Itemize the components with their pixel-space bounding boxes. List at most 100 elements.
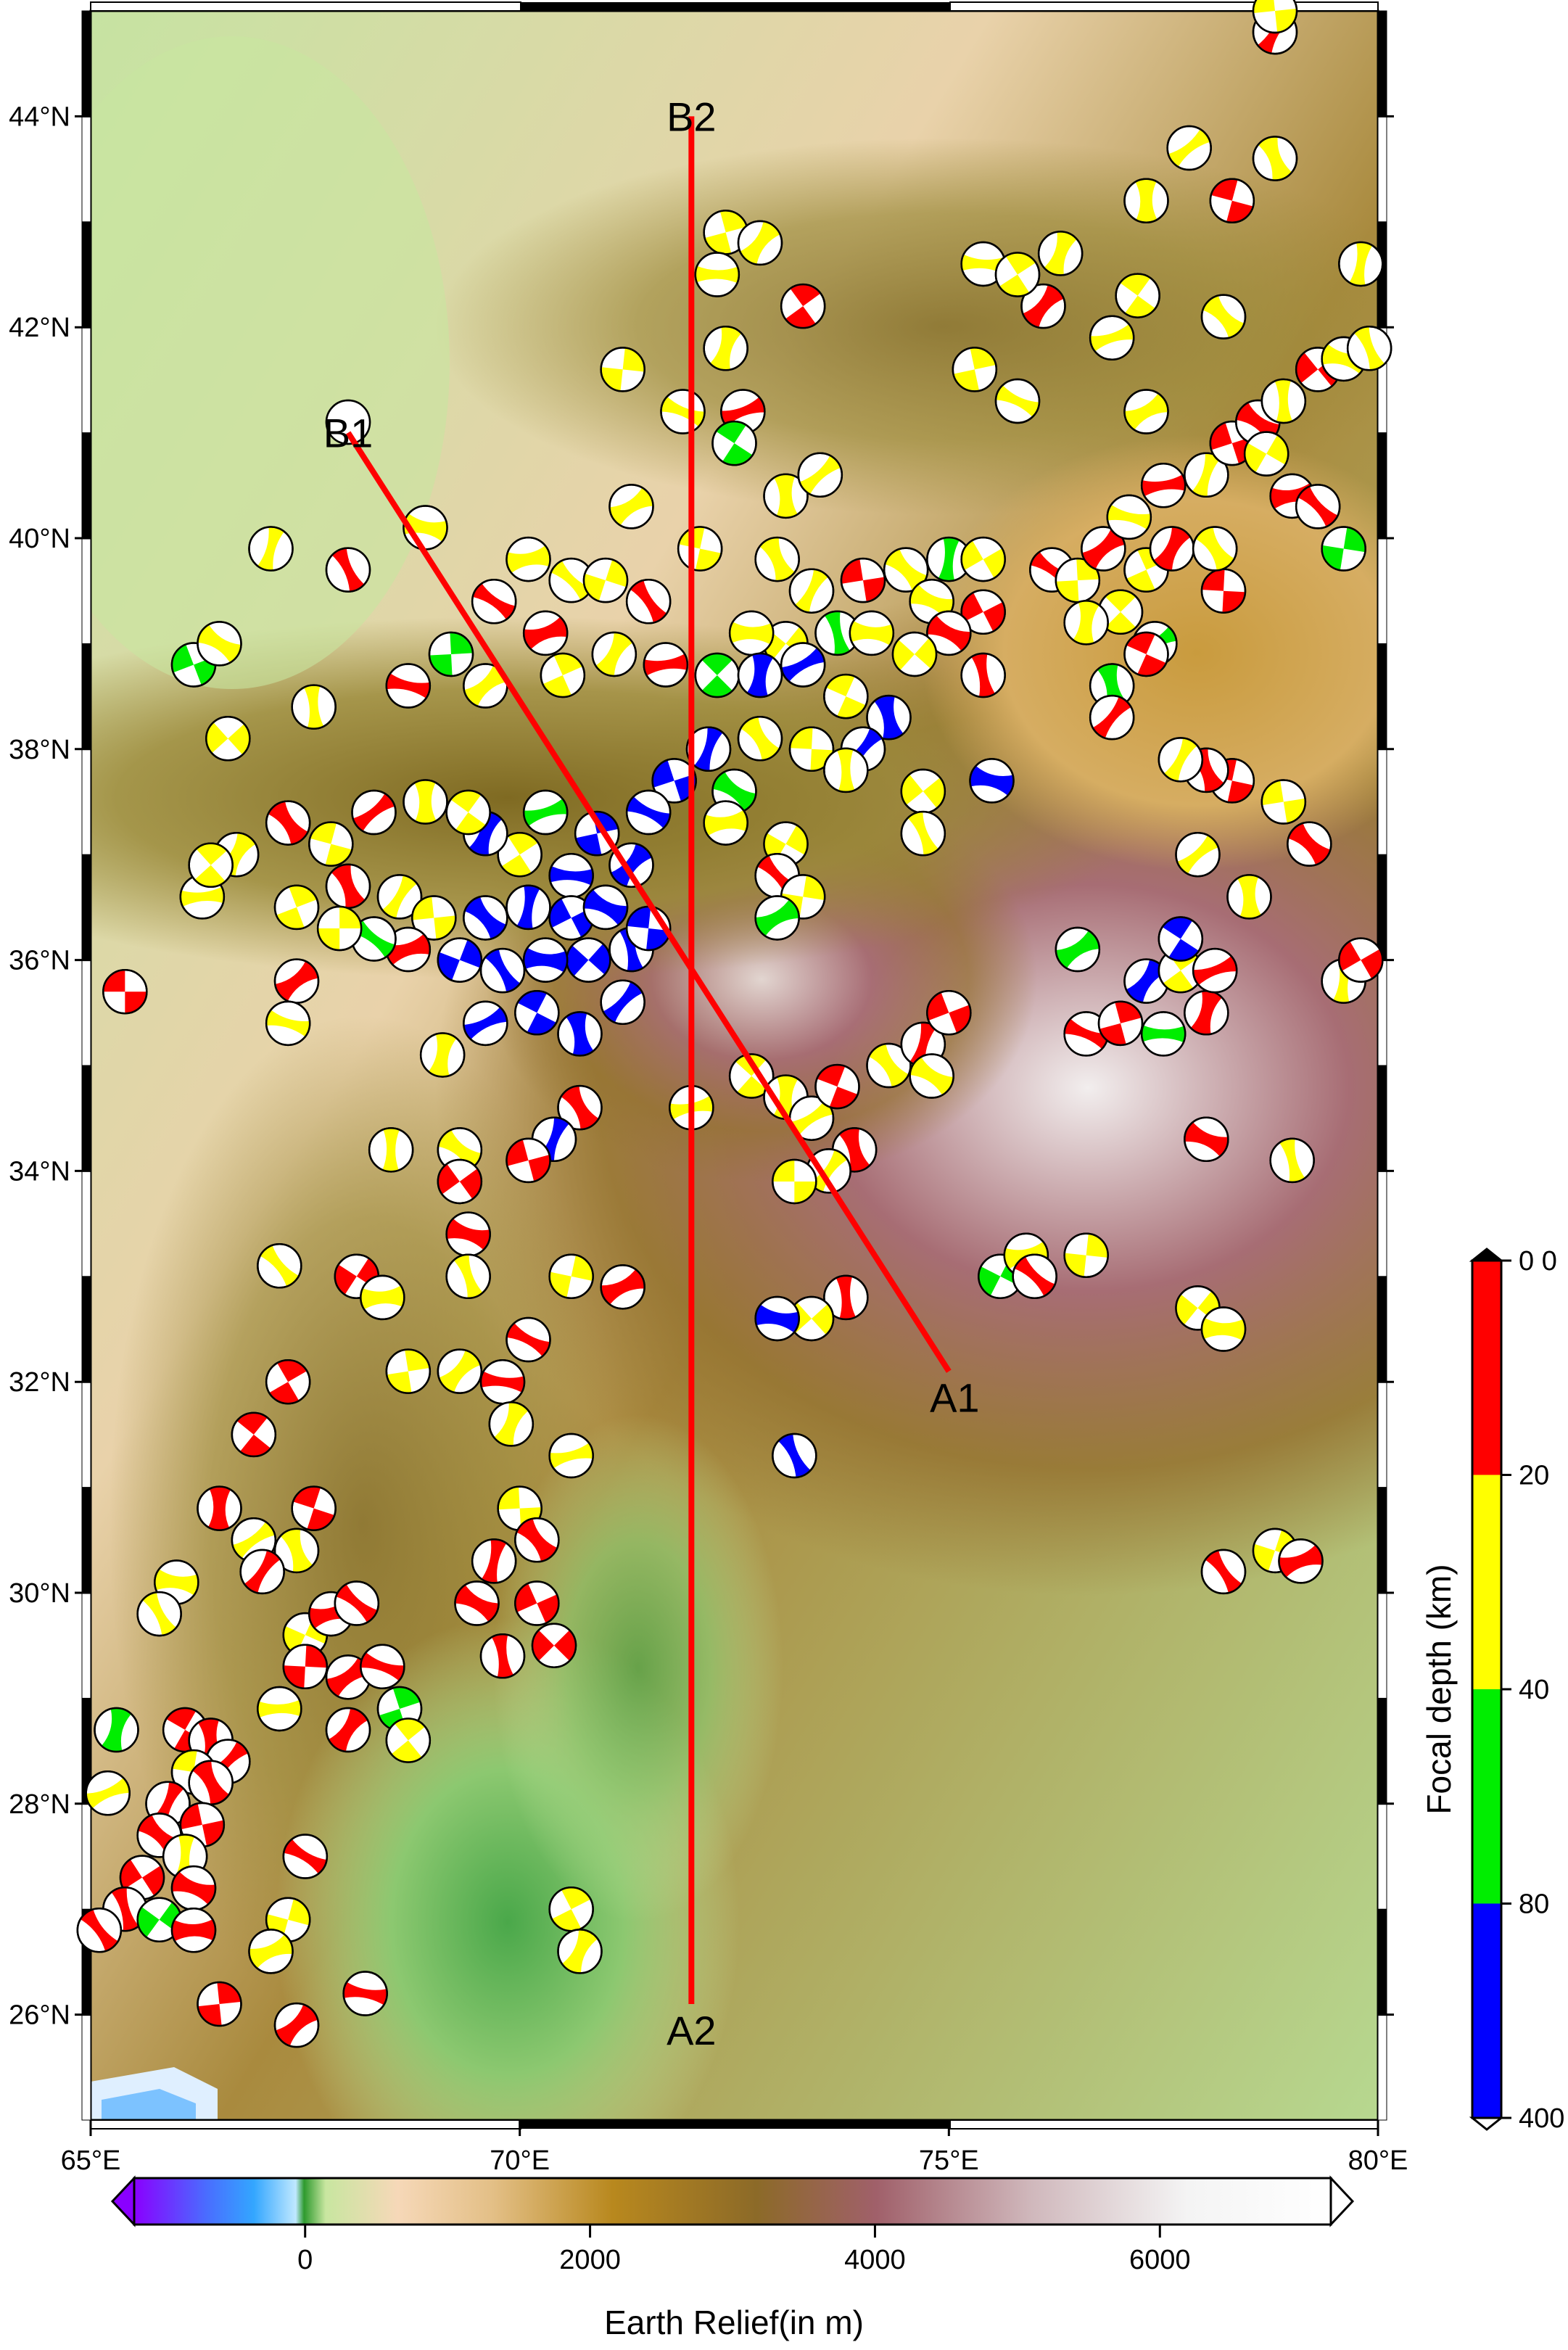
focal-mechanism: [445, 789, 491, 836]
focal-mechanism: [754, 536, 800, 582]
focal-mechanism: [1123, 631, 1169, 677]
focal-mechanism: [273, 1528, 320, 1574]
focal-mechanism: [926, 610, 972, 656]
focal-mechanism: [540, 652, 586, 698]
focal-mechanism: [891, 631, 938, 677]
focal-mechanism: [463, 1000, 508, 1047]
lat-tick-label: 28°N: [9, 1789, 70, 1820]
focal-mechanism: [1260, 378, 1307, 424]
focal-mechanism: [1089, 315, 1135, 360]
focal-mechanism: [900, 768, 946, 815]
focal-mechanism: [763, 473, 809, 519]
depth-tick-label: 400: [1519, 2103, 1564, 2134]
relief-tick-label: 2000: [559, 2245, 621, 2275]
lat-tick-label: 30°N: [9, 1578, 70, 1609]
focal-mechanism: [685, 726, 732, 772]
focal-mechanism: [454, 1580, 500, 1626]
focal-mechanism: [969, 758, 1015, 804]
focal-mechanism: [1295, 484, 1341, 529]
focal-mechanism: [728, 610, 775, 656]
focal-mechanism: [1200, 568, 1247, 614]
focal-mechanism: [76, 1908, 123, 1953]
depth-tick-label: 20: [1519, 1461, 1549, 1491]
focal-mechanism: [866, 694, 912, 741]
depth-colorbar-title: Focal depth (km): [1420, 1564, 1458, 1814]
focal-mechanism: [506, 884, 551, 931]
focal-mechanism: [1260, 779, 1307, 825]
focal-mechanism: [694, 252, 740, 297]
focal-mechanism: [582, 557, 629, 603]
focal-mechanism: [1140, 1011, 1187, 1057]
focal-mechanism: [522, 789, 569, 836]
focal-mechanism: [643, 642, 689, 688]
focal-mechanism: [506, 536, 551, 582]
lon-tick-label: 75°E: [919, 2145, 979, 2176]
focal-mechanism: [994, 378, 1041, 424]
focal-mechanism: [600, 979, 645, 1026]
focal-mechanism: [1020, 283, 1066, 329]
focal-mechanism: [351, 916, 397, 962]
focal-mechanism: [522, 937, 569, 983]
focal-mechanism: [1243, 431, 1290, 477]
focal-mechanism: [1226, 874, 1272, 920]
focal-mechanism: [205, 716, 251, 762]
focal-mechanism: [514, 1580, 560, 1626]
focal-mechanism: [737, 220, 783, 266]
focal-mechanism: [788, 568, 835, 614]
focal-mechanism: [788, 726, 835, 772]
focal-mechanism: [737, 652, 783, 698]
focal-mechanism: [737, 716, 783, 762]
focal-mechanism: [1012, 1253, 1057, 1300]
focal-mechanism: [376, 874, 423, 920]
lat-tick-label: 38°N: [9, 735, 70, 765]
focal-mechanism: [1338, 937, 1384, 983]
focal-mechanism: [823, 1274, 869, 1321]
focal-mechanism: [239, 1549, 285, 1595]
focal-mechanism: [437, 937, 483, 983]
relief-tick-label: 6000: [1129, 2245, 1191, 2275]
focal-mechanism: [1063, 1011, 1109, 1057]
focal-mechanism: [797, 452, 843, 498]
focal-mechanism: [471, 1538, 517, 1584]
focal-mechanism: [600, 1264, 645, 1310]
focal-mechanism: [1063, 600, 1109, 646]
focal-mechanism: [1338, 241, 1384, 287]
focal-mechanism: [1192, 947, 1238, 994]
focal-mechanism: [1166, 125, 1212, 171]
focal-mechanism: [273, 958, 320, 1004]
focal-mechanism: [368, 1127, 414, 1173]
focal-mechanism: [273, 884, 320, 931]
focal-mechanism: [1089, 694, 1135, 741]
focal-mechanism: [625, 578, 672, 624]
focal-mechanism: [497, 831, 542, 878]
depth-band: [1472, 1689, 1501, 1904]
lat-tick-label: 34°N: [9, 1156, 70, 1187]
focal-mechanism: [960, 589, 1006, 635]
focal-mechanisms: [76, 0, 1392, 2048]
focal-mechanism: [660, 389, 706, 434]
focal-mechanism: [1269, 1137, 1315, 1184]
focal-mechanism: [548, 1886, 594, 1932]
relief-tick-label: 0: [297, 2245, 313, 2275]
focal-mechanism: [1200, 294, 1247, 339]
lat-tick-label: 26°N: [9, 2000, 70, 2031]
focal-mechanism: [1252, 136, 1298, 181]
depth-band: [1472, 1261, 1501, 1475]
lat-tick-label: 40°N: [9, 524, 70, 554]
focal-mechanism: [471, 578, 517, 624]
relief-tick-label: 4000: [844, 2245, 906, 2275]
focal-mechanism: [85, 1770, 131, 1816]
focal-mechanism: [411, 895, 457, 941]
relief-colorbar-left-arrow: [110, 2175, 136, 2227]
focal-mechanism: [419, 1032, 466, 1078]
focal-mechanism: [102, 968, 148, 1015]
focal-mechanism: [291, 684, 337, 730]
focal-mechanism: [780, 642, 826, 688]
focal-mechanism: [703, 326, 748, 371]
focal-mechanism: [1321, 526, 1366, 572]
focal-mechanism: [625, 789, 672, 836]
relief-colorbar: 0 2000 4000 6000 Earth Relief(in m): [110, 2175, 1355, 2341]
focal-mechanism: [428, 631, 474, 677]
lat-tick-label: 36°N: [9, 946, 70, 976]
focal-mechanism: [548, 1432, 594, 1479]
